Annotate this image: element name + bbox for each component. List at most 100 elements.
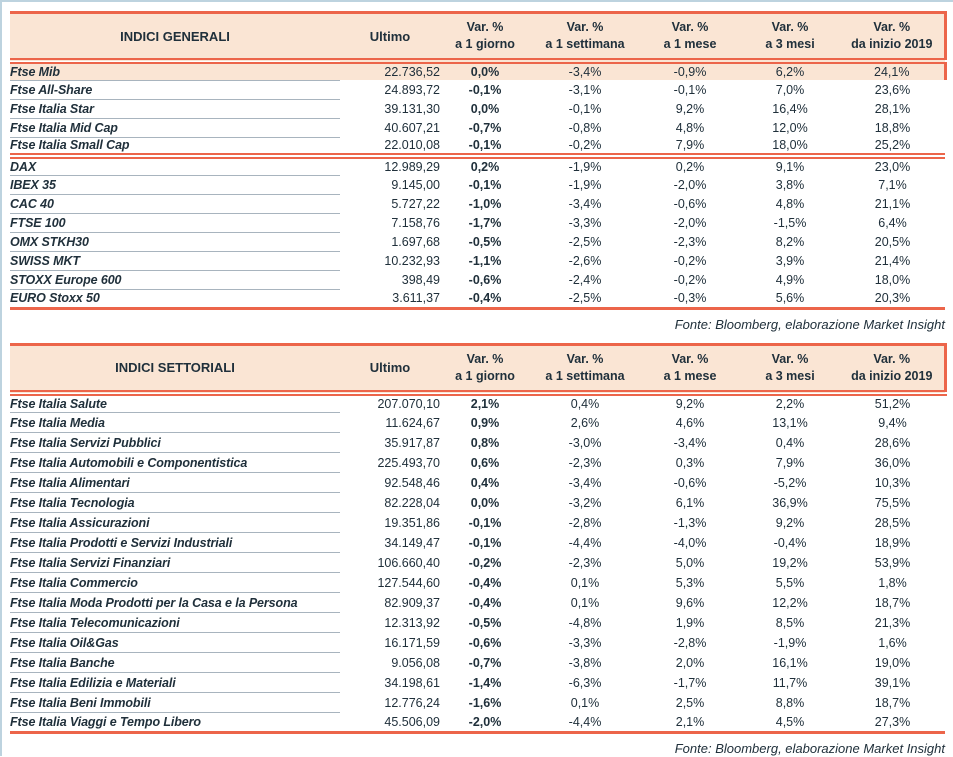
index-row: Ftse Italia Tecnologia 82.228,04 0,0% -3… xyxy=(10,493,945,513)
var-1day-cell: -0,1% xyxy=(440,175,530,194)
var-1day-cell: 0,6% xyxy=(440,453,530,473)
col-header-var-1-giorno: Var. % a 1 giorno xyxy=(440,344,530,393)
var-1day-cell: -0,1% xyxy=(440,80,530,99)
var-1month-cell: 2,1% xyxy=(640,713,740,733)
ultimo-cell: 35.917,87 xyxy=(340,433,440,453)
ultimo-cell: 9.145,00 xyxy=(340,175,440,194)
var-1week-cell: -3,2% xyxy=(530,493,640,513)
general-indices-section: INDICI GENERALI Ultimo Var. % a 1 giorno… xyxy=(10,11,945,333)
ultimo-cell: 398,49 xyxy=(340,270,440,289)
var-1week-cell: 0,1% xyxy=(530,593,640,613)
index-name-cell: Ftse Italia Edilizia e Materiali xyxy=(10,673,340,693)
var-ytd-cell: 6,4% xyxy=(840,213,945,232)
var-1day-cell: -0,6% xyxy=(440,633,530,653)
var-label: Var. % xyxy=(740,19,840,36)
col-header-var-1-mese: Var. % a 1 mese xyxy=(640,13,740,62)
general-header-row: INDICI GENERALI Ultimo Var. % a 1 giorno… xyxy=(10,13,945,62)
index-row: Ftse Mib 22.736,52 0,0% -3,4% -0,9% 6,2%… xyxy=(10,61,945,80)
var-1week-cell: -3,8% xyxy=(530,653,640,673)
col-header-ultimo: Ultimo xyxy=(340,13,440,62)
ultimo-cell: 9.056,08 xyxy=(340,653,440,673)
col-header-var-1-mese: Var. % a 1 mese xyxy=(640,344,740,393)
ultimo-cell: 106.660,40 xyxy=(340,553,440,573)
var-1day-cell: -0,1% xyxy=(440,513,530,533)
var-label: Var. % xyxy=(440,19,530,36)
period-label: a 1 mese xyxy=(640,36,740,53)
var-ytd-cell: 21,1% xyxy=(840,194,945,213)
var-3months-cell: 2,2% xyxy=(740,393,840,413)
ultimo-cell: 10.232,93 xyxy=(340,251,440,270)
var-1month-cell: -0,9% xyxy=(640,61,740,80)
index-row: IBEX 35 9.145,00 -0,1% -1,9% -2,0% 3,8% … xyxy=(10,175,945,194)
var-ytd-cell: 20,5% xyxy=(840,232,945,251)
var-3months-cell: 4,9% xyxy=(740,270,840,289)
index-row: Ftse Italia Viaggi e Tempo Libero 45.506… xyxy=(10,713,945,733)
var-3months-cell: 8,5% xyxy=(740,613,840,633)
var-1day-cell: 0,4% xyxy=(440,473,530,493)
var-3months-cell: -0,4% xyxy=(740,533,840,553)
var-1month-cell: -2,0% xyxy=(640,213,740,232)
var-1month-cell: 7,9% xyxy=(640,137,740,156)
var-1day-cell: -0,2% xyxy=(440,553,530,573)
var-1month-cell: 9,2% xyxy=(640,393,740,413)
var-ytd-cell: 21,4% xyxy=(840,251,945,270)
index-row: Ftse Italia Assicurazioni 19.351,86 -0,1… xyxy=(10,513,945,533)
var-3months-cell: 18,0% xyxy=(740,137,840,156)
index-name-cell: Ftse Italia Salute xyxy=(10,393,340,413)
index-row: Ftse Italia Media 11.624,67 0,9% 2,6% 4,… xyxy=(10,413,945,433)
var-3months-cell: 5,6% xyxy=(740,289,840,308)
var-3months-cell: 4,5% xyxy=(740,713,840,733)
var-1week-cell: 2,6% xyxy=(530,413,640,433)
var-1week-cell: -2,3% xyxy=(530,553,640,573)
index-row: Ftse Italia Edilizia e Materiali 34.198,… xyxy=(10,673,945,693)
var-1month-cell: 1,9% xyxy=(640,613,740,633)
index-name-cell: Ftse Italia Viaggi e Tempo Libero xyxy=(10,713,340,733)
index-name-cell: Ftse Italia Alimentari xyxy=(10,473,340,493)
var-1month-cell: -3,4% xyxy=(640,433,740,453)
ultimo-cell: 127.544,60 xyxy=(340,573,440,593)
var-3months-cell: 7,9% xyxy=(740,453,840,473)
var-1day-cell: -0,5% xyxy=(440,232,530,251)
index-row: Ftse Italia Prodotti e Servizi Industria… xyxy=(10,533,945,553)
ultimo-cell: 92.548,46 xyxy=(340,473,440,493)
var-3months-cell: 6,2% xyxy=(740,61,840,80)
var-1day-cell: 0,0% xyxy=(440,493,530,513)
col-header-var-1-settimana: Var. % a 1 settimana xyxy=(530,13,640,62)
index-row: STOXX Europe 600 398,49 -0,6% -2,4% -0,2… xyxy=(10,270,945,289)
var-1week-cell: -3,1% xyxy=(530,80,640,99)
ultimo-cell: 34.198,61 xyxy=(340,673,440,693)
ultimo-cell: 19.351,86 xyxy=(340,513,440,533)
index-row: Ftse Italia Servizi Pubblici 35.917,87 0… xyxy=(10,433,945,453)
ultimo-cell: 12.776,24 xyxy=(340,693,440,713)
index-row: Ftse Italia Salute 207.070,10 2,1% 0,4% … xyxy=(10,393,945,413)
var-ytd-cell: 18,8% xyxy=(840,118,945,137)
index-name-cell: Ftse Italia Servizi Pubblici xyxy=(10,433,340,453)
var-1month-cell: -1,7% xyxy=(640,673,740,693)
index-name-cell: Ftse Italia Telecomunicazioni xyxy=(10,613,340,633)
index-name-cell: OMX STKH30 xyxy=(10,232,340,251)
var-1month-cell: 2,5% xyxy=(640,693,740,713)
ultimo-cell: 7.158,76 xyxy=(340,213,440,232)
index-name-cell: EURO Stoxx 50 xyxy=(10,289,340,308)
period-label: a 3 mesi xyxy=(740,36,840,53)
var-1month-cell: 0,2% xyxy=(640,156,740,175)
var-1week-cell: 0,1% xyxy=(530,693,640,713)
ultimo-cell: 45.506,09 xyxy=(340,713,440,733)
var-1month-cell: 4,6% xyxy=(640,413,740,433)
var-3months-cell: 4,8% xyxy=(740,194,840,213)
var-1month-cell: 4,8% xyxy=(640,118,740,137)
index-row: Ftse Italia Oil&Gas 16.171,59 -0,6% -3,3… xyxy=(10,633,945,653)
var-label: Var. % xyxy=(740,351,840,368)
var-3months-cell: 3,8% xyxy=(740,175,840,194)
index-name-cell: Ftse Italia Tecnologia xyxy=(10,493,340,513)
var-1week-cell: -0,2% xyxy=(530,137,640,156)
index-row: Ftse Italia Servizi Finanziari 106.660,4… xyxy=(10,553,945,573)
period-label: da inizio 2019 xyxy=(840,36,944,53)
var-1month-cell: -0,6% xyxy=(640,473,740,493)
ultimo-cell: 22.736,52 xyxy=(340,61,440,80)
col-header-var-3-mesi: Var. % a 3 mesi xyxy=(740,344,840,393)
var-ytd-cell: 23,6% xyxy=(840,80,945,99)
var-3months-cell: 36,9% xyxy=(740,493,840,513)
var-3months-cell: 5,5% xyxy=(740,573,840,593)
index-name-cell: Ftse Italia Oil&Gas xyxy=(10,633,340,653)
